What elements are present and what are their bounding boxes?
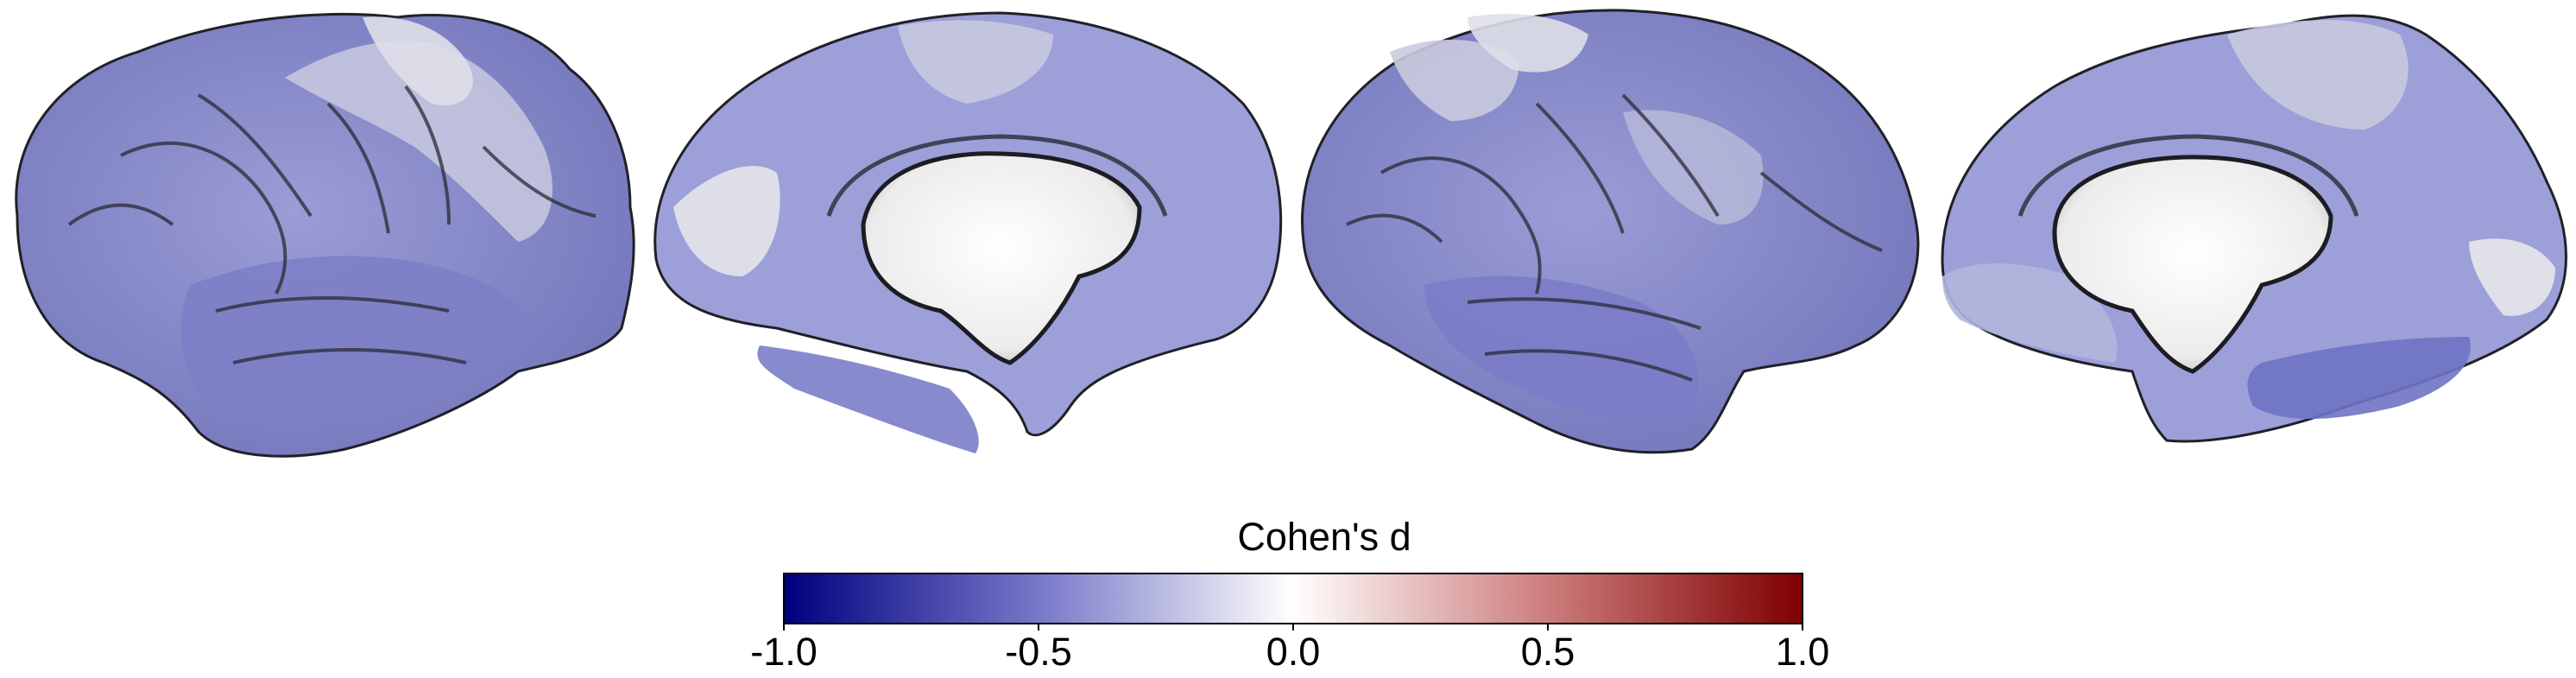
colorbar — [783, 573, 1803, 630]
colorbar-tick-label: -0.5 — [1005, 630, 1072, 674]
colorbar-tick-label: 1.0 — [1775, 630, 1830, 674]
colorbar-tick-label: 0.0 — [1266, 630, 1321, 674]
colorbar-title: Cohen's d — [1237, 515, 1411, 559]
colorbar-tick-label: -1.0 — [750, 630, 818, 674]
brain-left-medial — [653, 11, 1283, 453]
brain-left-lateral — [15, 12, 635, 458]
brain-right-medial — [1941, 14, 2567, 443]
brain-right-lateral — [1301, 9, 1920, 454]
colorbar-gradient — [783, 573, 1803, 624]
colorbar-tick-label: 0.5 — [1520, 630, 1575, 674]
